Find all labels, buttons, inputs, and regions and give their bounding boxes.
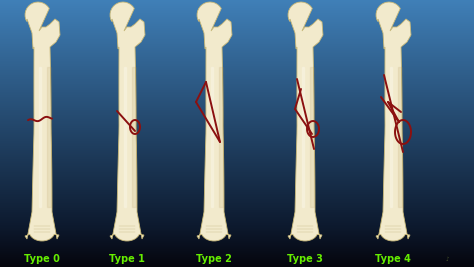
Polygon shape [219,67,223,207]
Polygon shape [211,67,213,207]
Polygon shape [110,2,145,241]
Text: ♪: ♪ [445,257,449,262]
Text: Type 2: Type 2 [196,254,232,264]
Polygon shape [390,67,392,207]
Polygon shape [288,2,323,241]
Polygon shape [310,67,314,207]
Text: Type 0: Type 0 [24,254,60,264]
Text: Type 3: Type 3 [287,254,323,264]
Polygon shape [39,67,41,207]
Text: Type 4: Type 4 [375,254,411,264]
Text: Type 1: Type 1 [109,254,145,264]
Polygon shape [132,67,136,207]
Polygon shape [376,2,411,241]
Polygon shape [398,67,402,207]
Polygon shape [124,67,126,207]
Polygon shape [25,2,60,241]
Polygon shape [302,67,304,207]
Polygon shape [47,67,51,207]
Polygon shape [197,2,232,241]
